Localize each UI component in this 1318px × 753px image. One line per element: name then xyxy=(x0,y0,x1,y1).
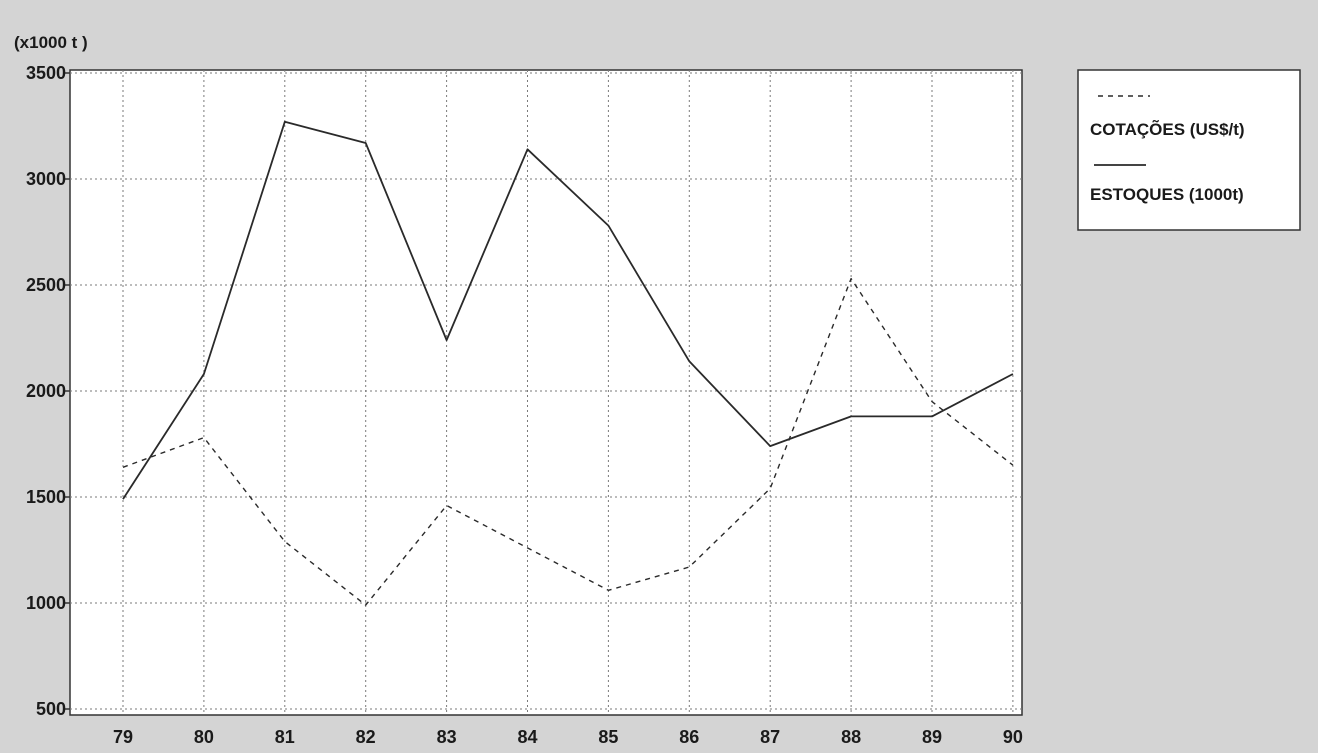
y-tick-label: 2500 xyxy=(26,275,66,295)
x-tick-label: 79 xyxy=(113,727,133,747)
y-tick-label: 1000 xyxy=(26,593,66,613)
y-axis-ticks: 3500 3000 2500 2000 1500 1000 500 xyxy=(26,63,70,719)
legend: COTAÇÕES (US$/t) ESTOQUES (1000t) xyxy=(1077,69,1301,231)
gridlines xyxy=(70,70,1022,715)
x-tick-label: 83 xyxy=(437,727,457,747)
x-tick-label: 82 xyxy=(356,727,376,747)
x-tick-label: 89 xyxy=(922,727,942,747)
x-tick-label: 87 xyxy=(760,727,780,747)
y-tick-label: 2000 xyxy=(26,381,66,401)
y-axis-unit-label: (x1000 t ) xyxy=(14,33,88,52)
x-tick-label: 80 xyxy=(194,727,214,747)
series-line-estoques xyxy=(122,120,1014,500)
x-tick-label: 88 xyxy=(841,727,861,747)
x-tick-label: 84 xyxy=(517,727,537,747)
y-tick-label: 500 xyxy=(36,699,66,719)
plot-area xyxy=(69,69,1023,716)
y-tick-label: 1500 xyxy=(26,487,66,507)
legend-label-estoques: ESTOQUES (1000t) xyxy=(1090,185,1244,204)
series-lines xyxy=(122,120,1014,606)
x-tick-label: 81 xyxy=(275,727,295,747)
legend-box xyxy=(1077,69,1301,231)
x-tick-label: 86 xyxy=(679,727,699,747)
legend-label-cotacoes: COTAÇÕES (US$/t) xyxy=(1090,119,1245,139)
x-axis-ticks: 79 80 81 82 83 84 85 86 87 88 89 90 xyxy=(113,727,1023,747)
y-tick-label: 3000 xyxy=(26,169,66,189)
x-tick-label: 85 xyxy=(598,727,618,747)
x-tick-label: 90 xyxy=(1003,727,1023,747)
y-tick-label: 3500 xyxy=(26,63,66,83)
